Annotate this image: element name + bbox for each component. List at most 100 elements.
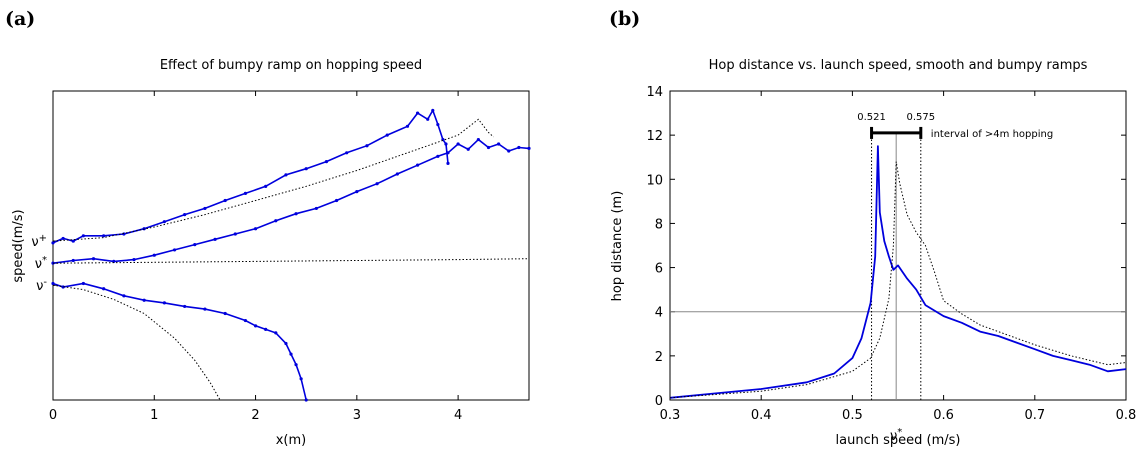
panel-a-series-0-point-10 xyxy=(223,198,227,203)
panel-a-xtick-label-4: 4 xyxy=(454,408,462,423)
panel-a-plot-frame xyxy=(52,90,530,401)
panel-a-series-0-point-17 xyxy=(365,144,369,148)
panel-b-interval-annotation: 0.521 0.575 interval of >4m hopping xyxy=(857,112,1053,140)
panel-a-series-2-point-4 xyxy=(122,294,126,298)
panel-a-series-2-point-2 xyxy=(81,281,85,286)
interval-right-label: 0.575 xyxy=(906,112,935,123)
panel-b-xtick-label-1: 0.4 xyxy=(751,408,772,423)
interval-description: interval of >4m hopping xyxy=(931,129,1053,140)
panel-a-ymarker-2: ν- xyxy=(36,277,47,294)
panel-b-label: (b) xyxy=(609,8,640,30)
panel-a-series-2-point-16 xyxy=(294,363,298,367)
panel-a-series-1-point-4 xyxy=(132,258,136,262)
panel-a-x-ticks: 0 1 2 3 4 xyxy=(49,91,462,423)
panel-a-series-1-point-16 xyxy=(375,182,379,186)
panel-b-xlabel: launch speed (m/s) xyxy=(836,433,961,448)
panel-a-series-2-point-18 xyxy=(304,398,308,402)
panel-b-series-1-line xyxy=(669,161,1127,399)
panel-b-xmarker-superscript: * xyxy=(897,427,902,438)
panel-a-ylabel: speed(m/s) xyxy=(11,209,26,282)
panel-a-series-1-point-14 xyxy=(334,198,339,203)
panel-a-xlabel: x(m) xyxy=(276,433,307,448)
panel-a-series-0-point-4 xyxy=(102,234,106,238)
panel-a-series-1-point-17 xyxy=(395,172,399,176)
panel-a-series-1-point-7 xyxy=(193,243,197,247)
panel-a-series-2-line xyxy=(52,282,307,401)
interval-left-label: 0.521 xyxy=(857,112,886,123)
panel-a-series-1-point-1 xyxy=(71,258,75,263)
panel-a-series-2-point-12 xyxy=(264,327,268,331)
panel-a-ymarker-2-superscript: - xyxy=(43,277,47,288)
panel-b-ytick-label-4: 8 xyxy=(655,217,663,232)
panel-a-series-1-point-13 xyxy=(314,206,318,211)
panel-a-ymarker-2-symbol: ν xyxy=(36,279,43,294)
panel-a-series-1-point-12 xyxy=(294,212,298,216)
panel-a-series-4-line xyxy=(52,258,530,264)
panel-b-ytick-label-6: 12 xyxy=(646,129,663,144)
panel-a-series-2-point-5 xyxy=(142,298,146,302)
panel-a-series-1-point-18 xyxy=(415,163,420,167)
panel-b-xtick-label-4: 0.7 xyxy=(1024,408,1045,423)
panel-a-series-2-point-1 xyxy=(61,285,65,289)
panel-a-series-0-point-12 xyxy=(264,184,268,188)
panel-b: (b) Hop distance vs. launch speed, smoot… xyxy=(609,8,1136,448)
panel-b-xtick-label-0: 0.3 xyxy=(660,408,681,423)
panel-a-series-1-point-25 xyxy=(497,142,501,146)
panel-a-series-1-point-10 xyxy=(253,227,258,231)
panel-a-series-0-point-9 xyxy=(203,206,207,211)
panel-a-series-0 xyxy=(51,108,450,245)
panel-a-series-0-point-2 xyxy=(71,239,75,243)
panel-a-series-1-point-2 xyxy=(91,257,96,261)
panel-a-ymarker-0-superscript: + xyxy=(39,233,47,244)
panel-a-series-1-point-28 xyxy=(527,146,531,150)
panel-b-xmarker-symbol: ν xyxy=(890,429,897,444)
panel-a-series-1-line xyxy=(52,138,530,264)
panel-a-ymarker-0-symbol: ν xyxy=(31,235,38,250)
panel-b-ytick-label-0: 0 xyxy=(655,394,663,409)
panel-a-series-1-point-19 xyxy=(436,154,440,158)
panel-a-series-0-point-16 xyxy=(345,151,349,155)
panel-a-series-0-point-20 xyxy=(415,111,420,115)
panel-a-series-2-point-10 xyxy=(243,318,248,323)
panel-a-series-3 xyxy=(52,118,494,242)
panel-b-ylabel: hop distance (m) xyxy=(610,191,625,302)
panel-a-series-0-point-22 xyxy=(431,108,435,113)
panel-a-series-0-point-7 xyxy=(162,220,167,224)
panel-a-series-1-point-27 xyxy=(517,145,521,150)
panel-a-series-1-point-23 xyxy=(476,137,480,142)
panel-a-series-0-point-14 xyxy=(304,167,308,171)
panel-a-series-1-point-24 xyxy=(486,145,491,150)
panel-a-series-1-point-11 xyxy=(274,219,278,223)
panel-b-ticks: 0.3 0.4 0.5 0.6 0.7 0.8 0 2 4 6 8 10 12 14 ν* xyxy=(646,85,1136,444)
panel-a-series-2-point-14 xyxy=(284,341,288,346)
panel-a-series-2-point-17 xyxy=(299,377,303,381)
panel-a-series-2-point-8 xyxy=(203,307,207,311)
panel-a-series-0-point-21 xyxy=(426,117,430,121)
panel-b-xmarker: ν* xyxy=(890,427,902,444)
panel-a-label: (a) xyxy=(5,8,35,30)
panel-a-ymarker-0: ν+ xyxy=(31,233,47,250)
panel-a-series-5-line xyxy=(52,284,221,401)
panel-a-series-1-point-9 xyxy=(233,232,237,236)
panel-b-ytick-label-1: 2 xyxy=(655,350,663,365)
panel-a-series-2-point-11 xyxy=(253,324,258,328)
panel-a-series-0-point-25 xyxy=(444,142,448,146)
panel-a-xtick-label-3: 3 xyxy=(353,408,361,423)
panel-a-series-0-point-3 xyxy=(81,234,85,238)
panel-a-title: Effect of bumpy ramp on hopping speed xyxy=(160,58,422,73)
panel-a-ymarker-1-symbol: ν xyxy=(35,257,42,272)
panel-a-xtick-label-1: 1 xyxy=(150,408,158,423)
panel-b-ytick-label-2: 4 xyxy=(655,306,663,321)
panel-a-series-0-point-18 xyxy=(385,133,389,137)
panel-b-xtick-label-5: 0.8 xyxy=(1116,408,1137,423)
panel-a-series-1-point-21 xyxy=(456,142,460,146)
panel-b-plot-frame xyxy=(669,90,1127,401)
panel-a-series-1-point-26 xyxy=(507,149,511,153)
panel-a-series-1 xyxy=(51,137,531,265)
panel-a-series-0-point-11 xyxy=(243,191,248,196)
panel-a-series-1-point-20 xyxy=(446,151,450,155)
panel-a-series-2-point-13 xyxy=(274,331,278,335)
panel-b-series xyxy=(669,145,1127,399)
panel-a-series-0-point-19 xyxy=(405,124,410,128)
